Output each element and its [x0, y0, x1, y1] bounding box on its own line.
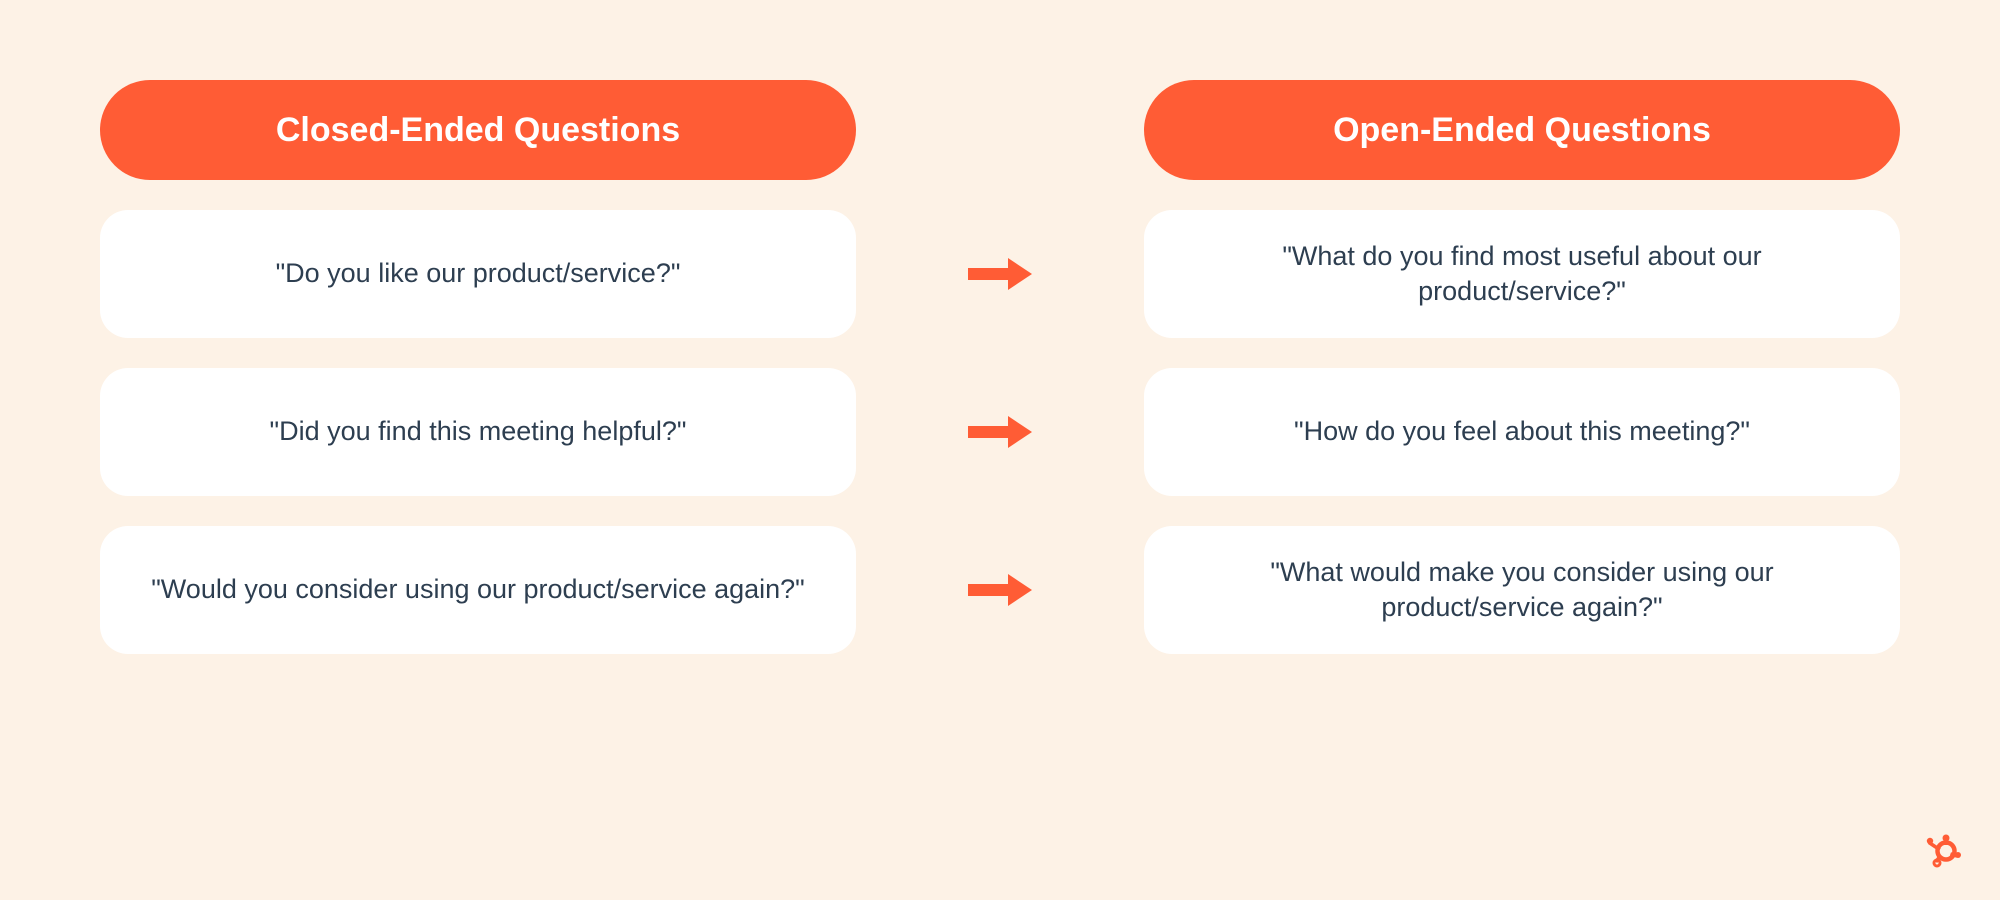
hubspot-logo-icon [1924, 831, 1964, 876]
closed-card-1: "Do you like our product/service?" [100, 210, 856, 338]
arrow-right-icon [960, 254, 1040, 294]
infographic-canvas: Closed-Ended Questions "Do you like our … [0, 0, 2000, 900]
arrow-slot-1 [960, 210, 1040, 338]
closed-header: Closed-Ended Questions [100, 80, 856, 180]
arrows-column [856, 80, 1144, 820]
open-card-2: "How do you feel about this meeting?" [1144, 368, 1900, 496]
left-column: Closed-Ended Questions "Do you like our … [100, 80, 856, 820]
right-column: Open-Ended Questions "What do you find m… [1144, 80, 1900, 820]
closed-card-3: "Would you consider using our product/se… [100, 526, 856, 654]
arrow-slot-3 [960, 526, 1040, 654]
open-card-1: "What do you find most useful about our … [1144, 210, 1900, 338]
open-card-3: "What would make you consider using our … [1144, 526, 1900, 654]
arrow-right-icon [960, 570, 1040, 610]
closed-card-2: "Did you find this meeting helpful?" [100, 368, 856, 496]
arrow-slot-2 [960, 368, 1040, 496]
columns-wrapper: Closed-Ended Questions "Do you like our … [100, 80, 1900, 820]
open-header: Open-Ended Questions [1144, 80, 1900, 180]
arrow-right-icon [960, 412, 1040, 452]
